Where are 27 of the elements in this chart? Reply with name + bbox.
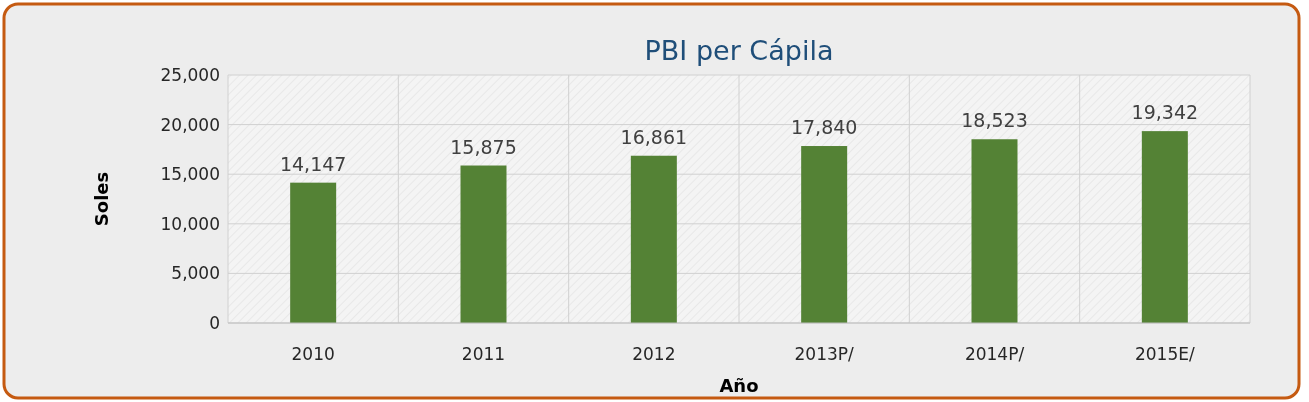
data-label: 16,861 <box>620 125 688 148</box>
bar <box>801 146 848 323</box>
x-tick-label: 2011 <box>461 344 506 364</box>
data-label: 15,875 <box>450 135 517 158</box>
y-tick-label: 20,000 <box>160 114 220 135</box>
bar <box>630 155 677 323</box>
data-label: 17,840 <box>790 116 858 139</box>
data-label: 14,147 <box>279 152 347 175</box>
y-tick-label: 5,000 <box>171 263 220 284</box>
y-axis-title: Soles <box>91 171 112 227</box>
x-tick-label: 2013P/ <box>794 344 855 364</box>
bar <box>290 182 337 323</box>
y-tick-label: 0 <box>209 312 220 333</box>
x-axis-title: Año <box>719 375 759 396</box>
x-tick-label: 2010 <box>291 344 335 364</box>
data-label: 19,342 <box>1131 101 1199 124</box>
y-tick-label: 10,000 <box>160 213 220 234</box>
y-tick-label: 25,000 <box>160 64 220 85</box>
bar <box>1141 131 1188 323</box>
chart-title: PBI per Cápila <box>644 35 834 66</box>
y-tick-label: 15,000 <box>160 164 220 185</box>
data-label: 18,523 <box>961 109 1028 132</box>
bar <box>971 139 1018 323</box>
x-tick-label: 2015E/ <box>1134 344 1195 364</box>
x-tick-label: 2012 <box>632 344 676 364</box>
x-tick-label: 2014P/ <box>964 344 1025 364</box>
bar <box>460 165 507 323</box>
